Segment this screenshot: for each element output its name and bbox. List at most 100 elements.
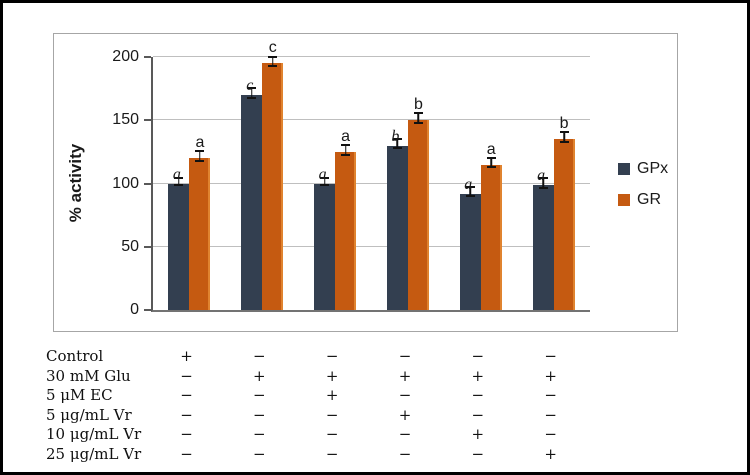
- gridline-200: [153, 56, 590, 58]
- bar-GPx-group4: [386, 145, 408, 310]
- condition-sign-r4-c4: +: [398, 405, 412, 424]
- condition-sign-r2-c4: +: [398, 366, 412, 385]
- condition-sign-r6-c4: −: [398, 445, 412, 463]
- condition-label: Control: [46, 347, 104, 365]
- error-bar-line: [542, 178, 544, 187]
- condition-sign-r5-c3: −: [325, 425, 339, 444]
- bar-GPx-group1: [168, 183, 190, 310]
- sig-letter-GPx-group3: a: [318, 165, 327, 183]
- condition-sign-r6-c1: −: [180, 445, 193, 463]
- condition-row-1: Control + − − − − −: [3, 346, 747, 366]
- condition-sign-r2-c5: +: [471, 366, 485, 385]
- condition-row-5: 10 μg/mL Vr − − − − + −: [3, 424, 747, 444]
- y-axis-title: % activity: [66, 143, 85, 223]
- y-tick-label: 100: [112, 174, 139, 192]
- bar-GR-group3: [335, 151, 357, 310]
- y-tick-50: [144, 245, 151, 248]
- legend-label-GPx: GPx: [637, 160, 669, 177]
- condition-sign-r4-c1: −: [180, 405, 193, 424]
- condition-sign-r3-c2: −: [253, 386, 266, 405]
- sig-letter-GR-group4: b: [413, 96, 423, 114]
- error-bar-GPx-group4: [392, 137, 402, 150]
- error-bar-line: [251, 89, 253, 97]
- condition-sign-r1-c6: −: [544, 347, 557, 365]
- error-bar-line: [272, 57, 274, 66]
- y-tick-0: [144, 309, 151, 311]
- bar-GPx-group2: [241, 94, 263, 310]
- y-tick-label: 200: [112, 48, 139, 65]
- condition-sign-r1-c3: −: [325, 347, 339, 365]
- error-bar-line: [178, 178, 180, 185]
- condition-sign-r6-c3: −: [325, 445, 339, 463]
- error-bar-GR-group4: [413, 112, 423, 125]
- bar-GR-group5: [480, 164, 502, 310]
- y-tick-200: [144, 56, 151, 59]
- error-bar-GPx-group6: [538, 176, 548, 189]
- bar-GPx-group3: [314, 183, 336, 310]
- gridline-150: [153, 119, 590, 121]
- error-bar-line: [344, 146, 347, 154]
- sig-letter-GR-group3: a: [341, 127, 351, 145]
- sig-letter-GPx-group2: c: [246, 76, 254, 94]
- bar-GPx-group5: [459, 193, 481, 310]
- y-tick-100: [144, 182, 151, 185]
- gridline-100: [153, 182, 590, 184]
- sig-letter-GR-group2: c: [268, 39, 277, 57]
- condition-sign-r1-c5: −: [471, 347, 485, 365]
- condition-sign-r3-c3: +: [325, 386, 339, 405]
- condition-sign-r1-c4: −: [398, 347, 412, 365]
- plot-area: 0 50 100 150 200 a c a b a a a c a b a b: [112, 40, 590, 318]
- error-bar-line: [323, 178, 326, 185]
- condition-sign-r4-c2: −: [253, 405, 266, 424]
- error-bar-GPx-group3: [320, 176, 330, 187]
- error-bar-GPx-group1: [174, 176, 184, 187]
- condition-sign-r4-c5: −: [471, 405, 485, 424]
- condition-sign-r6-c5: −: [471, 445, 485, 463]
- legend-item-GPx: GPx: [618, 159, 668, 179]
- condition-label: 30 mM Glu: [46, 366, 131, 385]
- bar-GR-group2: [262, 63, 284, 310]
- y-tick-label: 50: [121, 237, 139, 255]
- legend-item-GR: GR: [618, 190, 661, 210]
- condition-label: 10 μg/mL Vr: [46, 425, 142, 444]
- condition-sign-r5-c4: −: [398, 425, 412, 444]
- condition-row-2: 30 mM Glu − + + + + +: [3, 366, 747, 386]
- condition-sign-r4-c6: −: [544, 405, 557, 424]
- y-tick-label: 150: [112, 111, 139, 129]
- condition-sign-r3-c4: −: [398, 386, 412, 405]
- condition-sign-r6-c2: −: [253, 445, 266, 463]
- condition-label: 5 μM EC: [46, 386, 113, 405]
- error-bar-line: [396, 139, 399, 148]
- legend-swatch-GR: [618, 194, 630, 206]
- error-bar-GR-group3: [341, 144, 351, 156]
- condition-sign-r5-c6: −: [544, 425, 557, 444]
- y-tick-label: 0: [130, 301, 139, 318]
- error-bar-line: [417, 114, 420, 123]
- bar-GR-group4: [407, 120, 429, 310]
- condition-sign-r4-c3: −: [325, 405, 339, 424]
- sig-letter-GR-group1: a: [195, 134, 205, 152]
- error-bar-line: [199, 152, 201, 160]
- condition-label: 5 μg/mL Vr: [46, 405, 132, 424]
- bar-GR-group1: [189, 158, 211, 310]
- condition-row-4: 5 μg/mL Vr − − − + − −: [3, 405, 747, 425]
- condition-sign-r2-c2: +: [253, 366, 266, 385]
- condition-sign-r5-c5: +: [471, 425, 485, 444]
- error-bar-line: [490, 158, 492, 167]
- error-bar-GR-group1: [195, 150, 205, 162]
- sig-letter-GPx-group5: a: [464, 175, 473, 193]
- chart-frame: % activity 0 50 100 150 200 a c a b a a a c a b a b GPx G…: [53, 33, 678, 332]
- sig-letter-GPx-group6: a: [537, 166, 546, 184]
- error-bar-GR-group6: [559, 131, 569, 144]
- condition-sign-r3-c6: −: [544, 386, 557, 405]
- error-bar-GR-group5: [486, 156, 496, 169]
- condition-sign-r3-c1: −: [180, 386, 193, 405]
- condition-row-3: 5 μM EC − − + − − −: [3, 385, 747, 405]
- condition-sign-r2-c1: −: [180, 366, 193, 385]
- error-bar-GPx-group2: [247, 87, 257, 99]
- error-bar-GPx-group5: [465, 185, 475, 198]
- error-bar-GR-group2: [268, 55, 278, 68]
- sig-letter-GR-group6: b: [559, 115, 569, 133]
- bar-GR-group6: [553, 139, 575, 310]
